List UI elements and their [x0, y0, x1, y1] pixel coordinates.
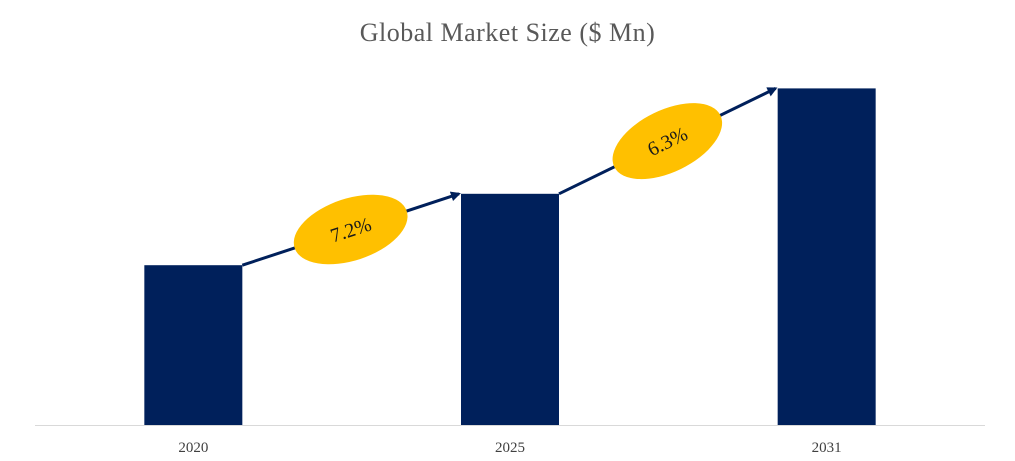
x-tick-label-2025: 2025 [495, 440, 525, 456]
x-tick-label-2020: 2020 [178, 440, 208, 456]
chart-title: Global Market Size ($ Mn) [359, 18, 656, 47]
bar-2031 [777, 88, 876, 426]
cagr-badge-1: 7.2% [293, 194, 408, 265]
bar-2025 [461, 193, 559, 425]
cagr-badge-ellipse [293, 194, 408, 265]
cagr-badge-2: 6.3% [612, 103, 723, 180]
bar-2020 [144, 265, 243, 425]
cagr-badge-ellipse [612, 103, 723, 180]
x-tick-label-2031: 2031 [812, 440, 842, 456]
